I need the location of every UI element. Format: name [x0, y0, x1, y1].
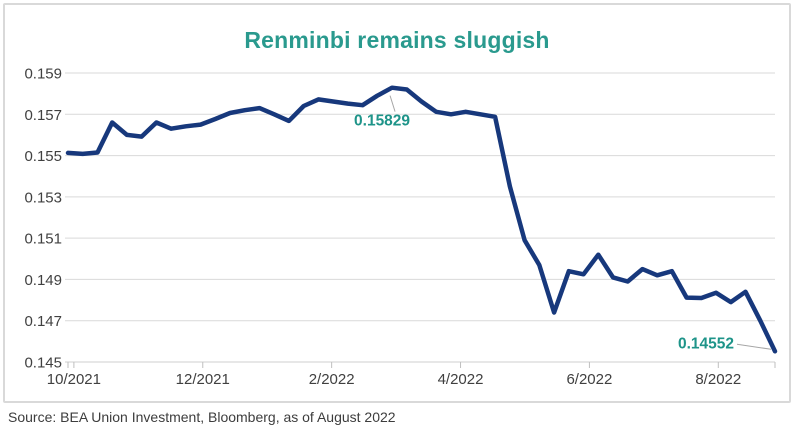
y-tick-label: 0.147	[24, 313, 62, 330]
annotation-leader-line	[389, 95, 396, 112]
x-tick-label: 8/2022	[695, 371, 741, 388]
x-tick-label: 6/2022	[566, 371, 612, 388]
source-note: Source: BEA Union Investment, Bloomberg,…	[8, 409, 396, 425]
y-tick-label: 0.151	[24, 231, 62, 248]
data-series-line	[65, 85, 778, 354]
y-tick-label: 0.149	[24, 272, 62, 289]
x-tick-label: 12/2021	[176, 371, 230, 388]
annotation-last-value: 0.14552	[678, 335, 734, 352]
x-tick-label: 2/2022	[309, 371, 355, 388]
x-tick-label: 4/2022	[438, 371, 484, 388]
y-tick-label: 0.153	[24, 189, 62, 206]
annotation-peak-value: 0.15829	[354, 113, 410, 130]
chart-title: Renminbi remains sluggish	[244, 27, 550, 53]
y-tick-label: 0.155	[24, 148, 62, 165]
annotation-leader-line	[736, 343, 772, 350]
y-tick-label: 0.159	[24, 66, 62, 83]
x-tick-label: 10/2021	[47, 371, 101, 388]
y-tick-label: 0.157	[24, 107, 62, 124]
chart-card: Renminbi remains sluggish	[3, 3, 791, 403]
y-tick-label: 0.145	[24, 355, 62, 372]
